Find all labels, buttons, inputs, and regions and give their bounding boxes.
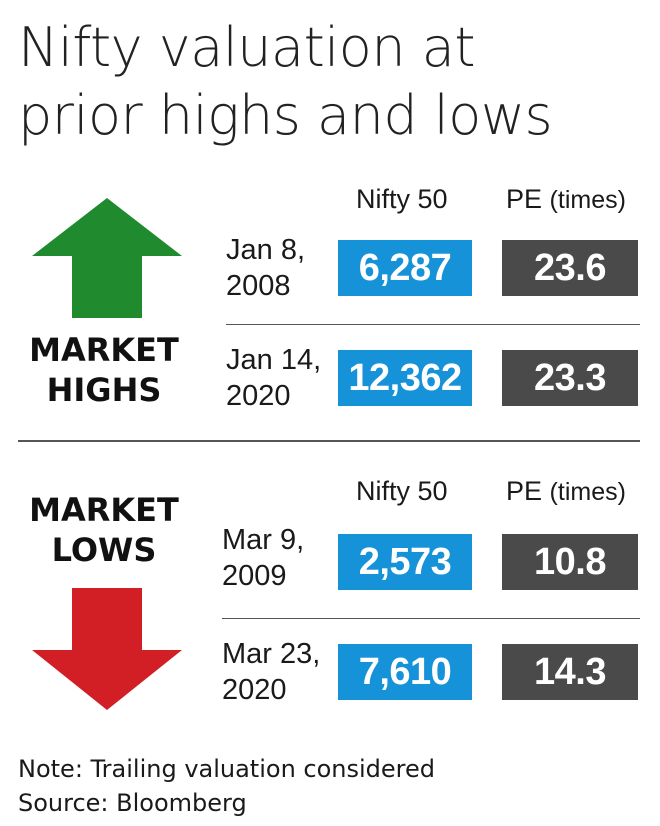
row-separator bbox=[226, 324, 640, 325]
market-highs-label: MARKET HIGHS bbox=[14, 330, 194, 410]
pe-unit: (times) bbox=[549, 478, 626, 506]
pe-unit: (times) bbox=[549, 186, 626, 214]
lows-label-line-1: MARKET bbox=[29, 491, 179, 529]
date-line-1: Mar 23, bbox=[222, 638, 321, 670]
pe-label: PE bbox=[506, 476, 543, 506]
column-header-nifty-lows: Nifty 50 bbox=[356, 476, 448, 506]
date-line-2: 2008 bbox=[226, 270, 291, 302]
pe-label: PE bbox=[506, 184, 543, 214]
highs-row-1-nifty-value: 6,287 bbox=[338, 240, 472, 296]
highs-row-1-date: Jan 8, 2008 bbox=[226, 232, 305, 304]
highs-row-2-nifty-value: 12,362 bbox=[338, 350, 472, 406]
date-line-2: 2009 bbox=[222, 560, 287, 592]
date-line-1: Jan 14, bbox=[226, 344, 322, 376]
lows-row-1-date: Mar 9, 2009 bbox=[222, 522, 304, 594]
title-line-1: Nifty valuation at bbox=[18, 16, 476, 79]
footer-source: Source: Bloomberg bbox=[18, 789, 247, 817]
lows-row-1-pe-value: 10.8 bbox=[502, 534, 638, 590]
highs-row-2-pe-value: 23.3 bbox=[502, 350, 638, 406]
up-arrow-shape bbox=[32, 198, 182, 318]
lows-row-2-pe-value: 14.3 bbox=[502, 644, 638, 700]
footer-note: Note: Trailing valuation considered bbox=[18, 755, 436, 783]
market-lows-label: MARKET LOWS bbox=[14, 490, 194, 570]
date-line-2: 2020 bbox=[226, 380, 291, 412]
lows-row-2-nifty-value: 7,610 bbox=[338, 644, 472, 700]
row-separator bbox=[222, 618, 640, 619]
lows-row-2-date: Mar 23, 2020 bbox=[222, 636, 320, 708]
lows-label-line-2: LOWS bbox=[51, 531, 157, 569]
highs-row-2-date: Jan 14, 2020 bbox=[226, 342, 321, 414]
column-header-pe-lows: PE (times) bbox=[506, 476, 626, 507]
highs-label-line-1: MARKET bbox=[29, 331, 179, 369]
lows-row-1-nifty-value: 2,573 bbox=[338, 534, 472, 590]
date-line-2: 2020 bbox=[222, 674, 287, 706]
footer-notes: Note: Trailing valuation considered Sour… bbox=[18, 752, 435, 820]
highs-row-1-pe-value: 23.6 bbox=[502, 240, 638, 296]
up-arrow-icon bbox=[32, 198, 182, 318]
down-arrow-shape bbox=[32, 588, 182, 710]
date-line-1: Jan 8, bbox=[226, 234, 305, 266]
date-line-1: Mar 9, bbox=[222, 524, 305, 556]
column-header-pe-highs: PE (times) bbox=[506, 184, 626, 215]
highs-label-line-2: HIGHS bbox=[46, 371, 162, 409]
column-header-nifty-highs: Nifty 50 bbox=[356, 184, 448, 214]
title-line-2: prior highs and lows bbox=[18, 84, 553, 147]
down-arrow-icon bbox=[32, 588, 182, 710]
chart-title: Nifty valuation at prior highs and lows bbox=[18, 14, 648, 150]
section-divider bbox=[18, 440, 640, 442]
